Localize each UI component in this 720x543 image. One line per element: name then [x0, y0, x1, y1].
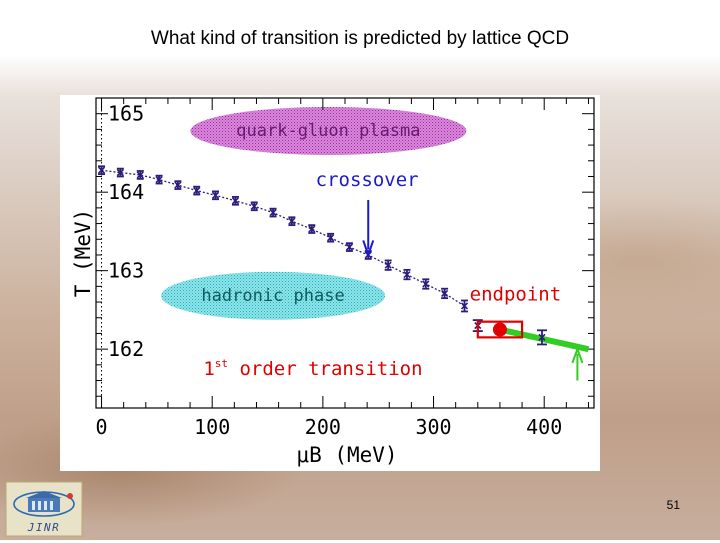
crossover-point [155, 174, 163, 185]
crossover-point [136, 170, 144, 180]
crossover-point [384, 259, 392, 271]
crossover-curve [101, 169, 465, 307]
page-number: 51 [666, 498, 680, 512]
x-tick-label: 200 [305, 415, 341, 439]
jinr-logo: JINR [4, 480, 84, 538]
hadronic-region [161, 271, 386, 320]
y-tick-label: 165 [108, 102, 144, 126]
crossover-point [116, 167, 124, 178]
qgp-region-label: quark-gluon plasma [236, 121, 420, 141]
x-axis-label: μB (MeV) [296, 443, 397, 467]
crossover-point [308, 224, 316, 234]
x-tick-label: 400 [526, 415, 562, 439]
crossover-point [174, 180, 182, 190]
crossover-point [422, 278, 430, 290]
endpoint-annotation: endpoint [470, 283, 562, 305]
crossover-point [193, 185, 201, 196]
chart-figure: quark-gluon plasma hadronic phase 0 100 200… [60, 95, 600, 471]
x-tick-label: 300 [415, 415, 451, 439]
x-tick-label: 0 [96, 415, 108, 439]
x-tick-label: 100 [194, 415, 230, 439]
crossover-point [231, 195, 240, 206]
y-tick-label: 163 [108, 259, 144, 283]
y-tick-label: 164 [108, 180, 144, 204]
crossover-point [269, 207, 277, 218]
crossover-point [288, 216, 296, 227]
crossover-point [403, 268, 411, 281]
y-tick-label: 162 [108, 337, 144, 361]
logo-text: JINR [27, 521, 61, 534]
crossover-annotation: crossover [316, 169, 419, 191]
crossover-arrow-head [362, 240, 375, 259]
crossover-point [345, 242, 353, 252]
crossover-point [441, 287, 449, 300]
slide-title: What kind of transition is predicted by … [150, 28, 570, 49]
hadronic-region-label: hadronic phase [201, 286, 344, 306]
first-order-point [536, 329, 547, 346]
phase-diagram-chart: quark-gluon plasma hadronic phase 0 100 200… [60, 95, 600, 471]
first-order-arrow-head [571, 346, 584, 364]
crossover-point [211, 190, 220, 201]
first-order-annotation: 1st order transition [203, 357, 422, 380]
qgp-region [190, 106, 467, 155]
logo-particle [67, 493, 73, 499]
crossover-point [327, 232, 335, 243]
endpoint-marker [492, 322, 507, 337]
y-axis-label: T (MeV) [71, 209, 95, 298]
crossover-point [460, 299, 469, 313]
endpoint-error-box [476, 320, 524, 339]
crossover-point [250, 201, 258, 212]
crossover-point [97, 165, 106, 176]
